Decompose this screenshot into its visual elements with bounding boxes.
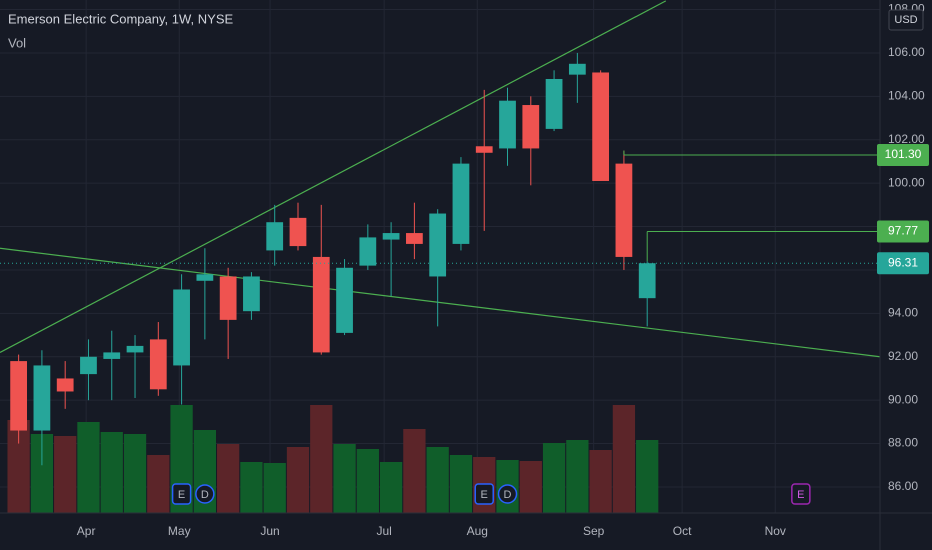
candle-body bbox=[80, 356, 97, 375]
volume-bar bbox=[310, 405, 333, 513]
event-marker bbox=[474, 483, 494, 505]
x-tick-label: Nov bbox=[765, 524, 786, 538]
candle-body bbox=[126, 345, 144, 353]
volume-bar bbox=[403, 429, 426, 513]
volume-bar bbox=[240, 462, 263, 513]
volume-bar bbox=[519, 461, 542, 513]
candle-body bbox=[243, 276, 260, 312]
event-marker bbox=[171, 483, 192, 505]
volume-bar bbox=[77, 422, 100, 513]
volume-bar bbox=[542, 443, 566, 513]
x-tick-label: Oct bbox=[673, 524, 692, 538]
candle-body bbox=[406, 233, 423, 244]
candle-body bbox=[522, 105, 540, 149]
x-tick-label: Sep bbox=[583, 524, 605, 538]
volume-bar bbox=[636, 440, 659, 513]
volume-bar bbox=[123, 434, 147, 513]
candle-body bbox=[219, 276, 237, 320]
volume-bar bbox=[54, 436, 77, 513]
y-tick-label: 90.00 bbox=[888, 392, 918, 406]
y-tick-label: 106.00 bbox=[888, 45, 925, 59]
event-label: E bbox=[481, 489, 488, 501]
candle-body bbox=[196, 274, 214, 281]
candle-body bbox=[103, 352, 121, 359]
volume-bar bbox=[263, 463, 286, 513]
candle-body bbox=[452, 163, 470, 244]
volume-bar bbox=[426, 447, 449, 513]
y-tick-label: 92.00 bbox=[888, 349, 918, 363]
event-marker bbox=[195, 484, 215, 504]
price-tag bbox=[877, 252, 929, 275]
volume-bar bbox=[147, 455, 170, 513]
x-tick-label: Jun bbox=[260, 524, 279, 538]
y-tick-label: 86.00 bbox=[888, 479, 918, 493]
volume-bar bbox=[356, 449, 379, 513]
candle-body bbox=[382, 233, 400, 240]
event-label: E bbox=[797, 489, 804, 501]
plot bbox=[0, 0, 881, 466]
candle-body bbox=[336, 267, 353, 333]
volume-bar bbox=[379, 462, 403, 513]
x-tick-label: May bbox=[168, 524, 191, 538]
price-tag bbox=[877, 143, 929, 166]
y-tick-label: 102.00 bbox=[888, 132, 925, 146]
y-tick-label: 94.00 bbox=[888, 306, 918, 320]
y-tick-label: 88.00 bbox=[888, 436, 918, 450]
volume-label: Vol bbox=[8, 35, 26, 50]
volume-bar bbox=[449, 455, 473, 513]
event-marker bbox=[497, 484, 518, 504]
volume-bar bbox=[7, 420, 30, 513]
candle-body bbox=[429, 213, 447, 277]
candle-body bbox=[173, 289, 190, 366]
candle-body bbox=[359, 237, 377, 266]
grid bbox=[0, 0, 880, 513]
event-label: D bbox=[201, 489, 209, 501]
currency[interactable]: USD bbox=[894, 14, 917, 26]
x-tick-label: Jul bbox=[376, 524, 391, 538]
candle-body bbox=[33, 365, 51, 431]
x-tick-label: Apr bbox=[77, 524, 96, 538]
candle-body bbox=[545, 78, 563, 129]
candle-body bbox=[289, 217, 307, 247]
chart-title: Emerson Electric Company, 1W, NYSE bbox=[8, 11, 233, 26]
volume-bar bbox=[286, 447, 310, 513]
volume-bar bbox=[612, 405, 636, 513]
volume-bar bbox=[100, 432, 123, 513]
candle-body bbox=[499, 100, 516, 149]
candle-body bbox=[568, 63, 586, 75]
currency-box[interactable] bbox=[888, 9, 924, 31]
candle-body bbox=[592, 72, 610, 181]
trend-line bbox=[0, 247, 881, 358]
candle-body bbox=[266, 222, 284, 251]
candle-body bbox=[10, 361, 28, 431]
price-tag-label: 101.30 bbox=[885, 147, 922, 161]
y-tick-label: 104.00 bbox=[888, 89, 925, 103]
candle-body bbox=[475, 146, 493, 153]
candle-body bbox=[638, 263, 656, 299]
volume-bar bbox=[333, 444, 356, 513]
event-marker bbox=[791, 483, 811, 505]
price-tag-label: 97.77 bbox=[888, 224, 918, 238]
candle-body bbox=[56, 378, 74, 392]
x-tick-label: Aug bbox=[467, 524, 488, 538]
trend-line bbox=[0, 0, 667, 353]
price-tag-label: 96.31 bbox=[888, 255, 918, 269]
volume-bar bbox=[30, 434, 54, 513]
volume-bar bbox=[566, 440, 589, 513]
price-tag bbox=[877, 220, 929, 243]
candle-body bbox=[615, 163, 633, 257]
y-tick-label: 100.00 bbox=[888, 175, 925, 189]
candle-body bbox=[149, 339, 167, 390]
candle-body bbox=[312, 256, 330, 353]
event-label: D bbox=[504, 489, 512, 501]
event-label: E bbox=[178, 489, 185, 501]
volume-bar bbox=[217, 444, 240, 513]
volume-bar bbox=[589, 450, 612, 513]
